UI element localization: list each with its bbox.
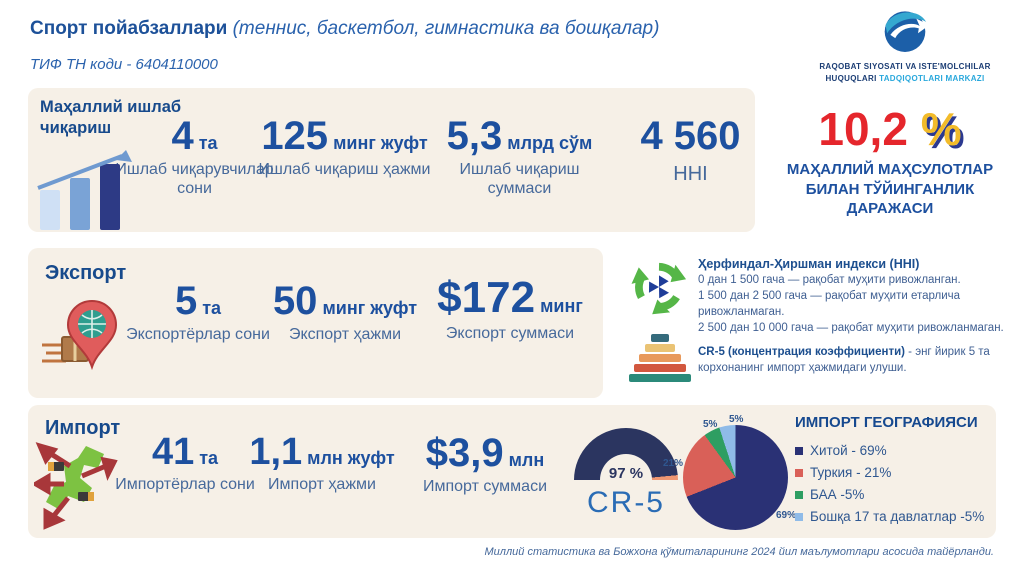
growth-bar-chart-icon bbox=[36, 148, 136, 232]
source-note: Миллий статистика ва Божхона қўмиталарин… bbox=[484, 546, 994, 558]
import-geography-legend: ИМПОРТ ГЕОГРАФИЯСИ Хитой - 69% Туркия - … bbox=[795, 414, 1010, 524]
legend-label: Хитой - 69% bbox=[810, 443, 887, 458]
agency-logo-line1: RAQOBAT SIYOSATI VA ISTE'MOLCHILAR bbox=[819, 62, 991, 71]
cr5-gauge-label: CR-5 bbox=[586, 486, 665, 519]
globe-arrow-logo-icon bbox=[879, 11, 931, 60]
stat-label: Ишлаб чиқариш суммаси bbox=[459, 161, 580, 198]
import-volume-stat: 1,1 млн жуфт Импорт ҳажми bbox=[237, 433, 407, 494]
pie-slice-label-china: 69% bbox=[776, 510, 797, 521]
agency-logo-line2-dark: HUQUQLARI bbox=[825, 74, 880, 83]
export-heading: Экспорт bbox=[45, 262, 127, 284]
stat-value: 41 та bbox=[151, 431, 219, 473]
production-sum-stat: 5,3 млрд сўм Ишлаб чиқариш суммаси bbox=[427, 116, 612, 198]
stat-label: Импорт суммаси bbox=[422, 478, 548, 495]
stat-value: 50 минг жуфт bbox=[272, 279, 418, 323]
importers-count-stat: 41 та Импортёрлар сони bbox=[105, 433, 265, 494]
recycle-icon bbox=[630, 258, 688, 316]
cr5-explanation-body: - энг йирик 5 та корхонанинг импорт ҳажм… bbox=[698, 346, 990, 375]
legend-swatch-others bbox=[795, 512, 803, 521]
stat-label: Экспорт суммаси bbox=[445, 325, 575, 342]
cr5-gauge-arc-area: 97 % bbox=[574, 428, 678, 480]
import-map-arrows-icon bbox=[31, 438, 122, 533]
percent-sign: % bbox=[920, 103, 962, 155]
legend-items: Хитой - 69% Туркия - 21% БАА -5% Бошқа 1… bbox=[795, 443, 1010, 524]
stat-value: 4 та bbox=[171, 114, 218, 158]
exporters-count-stat: 5 та Экспортёрлар сони bbox=[103, 281, 293, 344]
stat-label: Ишлаб чиқариш ҳажми bbox=[258, 161, 431, 178]
hhi-range-3: 2 500 дан 10 000 гача — рақобат муҳити р… bbox=[698, 321, 1004, 334]
agency-logo-line2-light: TADQIQOTLARI MARKAZI bbox=[879, 74, 985, 83]
saturation-value: 10,2 % bbox=[818, 103, 962, 155]
legend-item-turkey: Туркия - 21% bbox=[795, 465, 1010, 480]
hhi-explanation: Ҳерфиндал-Ҳиршман индекси (HHI) 0 дан 1 … bbox=[698, 256, 1016, 337]
export-volume-stat: 50 минг жуфт Экспорт ҳажми bbox=[250, 281, 440, 344]
import-geography-pie-area: 21% 5% 5% 69% bbox=[663, 410, 823, 538]
legend-swatch-uae bbox=[795, 490, 803, 499]
stat-value: 4 560 bbox=[640, 114, 741, 158]
stat-label: HHI bbox=[673, 163, 708, 185]
stat-label: Экспорт ҳажми bbox=[288, 326, 402, 343]
legend-swatch-china bbox=[795, 446, 803, 455]
production-volume-stat: 125 минг жуфт Ишлаб чиқариш ҳажми bbox=[252, 116, 437, 179]
hs-code-subtitle: ТИФ ТН коди - 6404110000 bbox=[30, 56, 218, 73]
legend-item-uae: БАА -5% bbox=[795, 487, 1010, 502]
legend-label: Туркия - 21% bbox=[810, 465, 892, 480]
export-sum-stat: $172 минг Экспорт суммаси bbox=[420, 276, 600, 343]
legend-label: БАА -5% bbox=[810, 487, 865, 502]
hhi-explanation-title: Ҳерфиндал-Ҳиршман индекси (HHI) bbox=[698, 257, 920, 271]
agency-logo-line2: HUQUQLARI TADQIQOTLARI MARKAZI bbox=[800, 73, 1010, 85]
legend-label: Бошқа 17 та давлатлар -5% bbox=[810, 509, 985, 524]
concentration-pyramid-icon bbox=[628, 334, 692, 390]
agency-logo-text: RAQOBAT SIYOSATI VA ISTE'MOLCHILAR HUQUQ… bbox=[800, 61, 1010, 85]
pie-slice-label-uae: 5% bbox=[703, 419, 718, 430]
import-sum-stat: $3,9 млн Импорт суммаси bbox=[400, 433, 570, 496]
cr5-gauge-value: 97 % bbox=[608, 465, 644, 480]
export-panel: Экспорт 5 та Экспортёрлар сони 50 минг ж… bbox=[28, 248, 603, 398]
stat-value: 5 та bbox=[174, 279, 222, 323]
stat-value: 1,1 млн жуфт bbox=[249, 431, 395, 473]
cr5-explanation: CR-5 (концентрация коэффициенти) - энг й… bbox=[698, 344, 1008, 376]
stat-label: Экспортёрлар сони bbox=[126, 326, 270, 343]
stat-value: 5,3 млрд сўм bbox=[446, 114, 593, 158]
legend-title: ИМПОРТ ГЕОГРАФИЯСИ bbox=[795, 414, 978, 431]
legend-item-others: Бошқа 17 та давлатлар -5% bbox=[795, 509, 1010, 524]
import-pie bbox=[683, 425, 788, 530]
import-heading: Импорт bbox=[45, 417, 121, 439]
stat-label: Импорт ҳажми bbox=[268, 476, 376, 493]
producers-count-stat: 4 та Ишлаб чиқарувчилар сони bbox=[102, 116, 287, 198]
cr5-gauge: 97 % CR-5 bbox=[570, 428, 682, 520]
agency-logo: RAQOBAT SIYOSATI VA ISTE'MOLCHILAR HUQUQ… bbox=[800, 4, 1010, 85]
hhi-range-1: 0 дан 1 500 гача — рақобат муҳити ривожл… bbox=[698, 274, 961, 287]
local-production-heading: Маҳаллий ишлаб чиқариш bbox=[40, 98, 182, 137]
page-title: Спорт пойабзаллари (теннис, баскетбол, г… bbox=[30, 18, 659, 40]
saturation-block: 10,2 % МАҲАЛЛИЙ МАҲСУЛОТЛАР БИЛАН ТЎЙИНГ… bbox=[770, 106, 1010, 219]
hhi-stat: 4 560 HHI bbox=[628, 116, 753, 186]
legend-item-china: Хитой - 69% bbox=[795, 443, 1010, 458]
stat-value: 125 минг жуфт bbox=[261, 114, 428, 158]
import-panel: Импорт 41 та Импортёрлар сони 1,1 млн жу… bbox=[28, 405, 996, 538]
pie-slice-label-turkey: 21% bbox=[663, 458, 684, 469]
stat-value: $172 минг bbox=[437, 273, 583, 322]
legend-swatch-turkey bbox=[795, 468, 803, 477]
saturation-label: МАҲАЛЛИЙ МАҲСУЛОТЛАР БИЛАН ТЎЙИНГАНЛИК Д… bbox=[786, 161, 994, 217]
stat-label: Импортёрлар сони bbox=[115, 476, 255, 493]
pie-slice-label-others: 5% bbox=[729, 414, 744, 425]
hhi-range-2: 1 500 дан 2 500 гача — рақобат муҳити ет… bbox=[698, 290, 961, 318]
export-shipping-pin-icon bbox=[40, 293, 120, 388]
stat-label: Ишлаб чиқарувчилар сони bbox=[115, 161, 274, 198]
stat-value: $3,9 млн bbox=[425, 431, 545, 475]
local-production-panel: Маҳаллий ишлаб чиқариш 4 та Ишлаб чиқару… bbox=[28, 88, 755, 232]
page-title-main: Спорт пойабзаллари bbox=[30, 18, 228, 39]
cr5-explanation-title: CR-5 (концентрация коэффициенти) bbox=[698, 346, 905, 358]
page-title-suffix: (теннис, баскетбол, гимнастика ва бошқал… bbox=[227, 18, 660, 39]
